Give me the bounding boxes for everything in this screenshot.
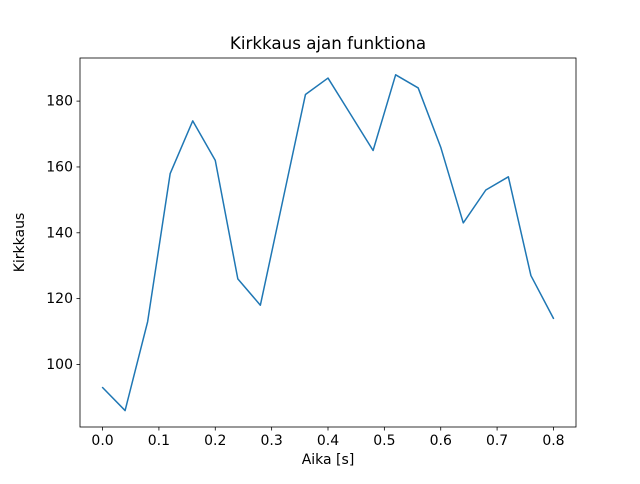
x-tick-label: 0.7 (486, 433, 508, 449)
y-tick-label: 180 (46, 94, 73, 110)
y-tick-label: 160 (46, 159, 73, 175)
y-axis-label: Kirkkaus (12, 213, 28, 273)
x-tick-label: 0.5 (373, 433, 395, 449)
y-tick-label: 120 (46, 291, 73, 307)
x-tick-label: 0.3 (261, 433, 283, 449)
x-tick-label: 0.8 (542, 433, 564, 449)
x-tick-label: 0.6 (430, 433, 452, 449)
x-tick-label: 0.2 (204, 433, 226, 449)
axes-frame (79, 57, 577, 428)
chart-title: Kirkkaus ajan funktiona (230, 33, 426, 53)
x-tick-label: 0.1 (148, 433, 170, 449)
data-line (101, 74, 555, 412)
x-tick-label: 0.0 (91, 433, 113, 449)
x-tick-label: 0.4 (317, 433, 339, 449)
y-tick-label: 100 (46, 357, 73, 373)
x-axis-label: Aika [s] (302, 452, 355, 468)
y-tick-label: 140 (46, 225, 73, 241)
